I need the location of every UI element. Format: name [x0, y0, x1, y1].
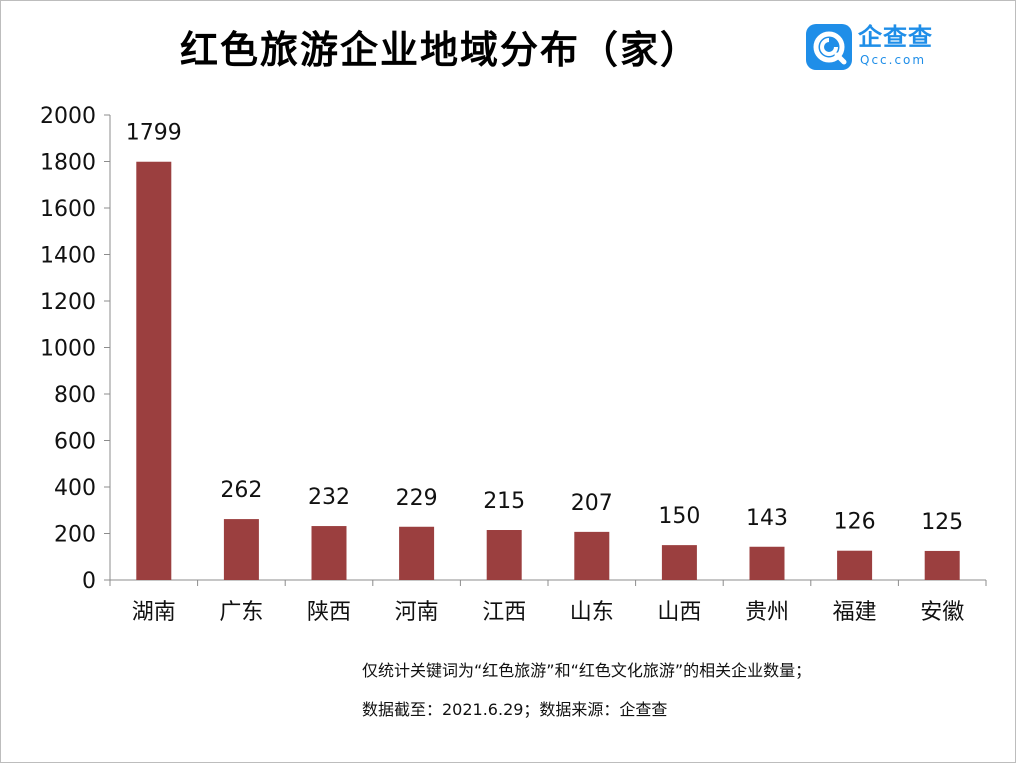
y-tick-label: 400: [54, 476, 96, 501]
y-tick-label: 0: [82, 569, 96, 594]
logo-domain: Qcc.com: [860, 53, 927, 67]
bar-8: [749, 546, 785, 580]
data-label: 207: [571, 491, 613, 516]
y-tick-label: 1000: [40, 337, 96, 362]
bar-3: [311, 526, 347, 580]
qcc-logo-icon: [806, 24, 852, 70]
data-label: 229: [396, 486, 438, 511]
category-label: 山东: [570, 600, 614, 625]
y-tick-label: 600: [54, 430, 96, 455]
data-label: 1799: [126, 121, 182, 146]
logo-text: 企查查: [858, 23, 933, 51]
data-label: 232: [308, 485, 350, 510]
footnote-scope: 仅统计关键词为“红色旅游”和“红色文化旅游”的相关企业数量；: [362, 661, 812, 680]
bar-5: [486, 530, 522, 580]
category-label: 广东: [219, 600, 263, 625]
y-tick-label: 800: [54, 383, 96, 408]
bar-4: [399, 526, 435, 580]
data-label: 125: [921, 510, 963, 535]
bar-2: [223, 519, 259, 580]
bar-1: [136, 161, 172, 581]
bar-7: [661, 545, 697, 580]
bar-9: [837, 550, 873, 580]
category-label: 山西: [657, 600, 701, 625]
qcc-logo: 企查查 Qcc.com: [806, 23, 946, 72]
y-tick-label: 2000: [40, 104, 96, 129]
data-label: 150: [658, 504, 700, 529]
y-tick-label: 1400: [40, 244, 96, 269]
category-label: 江西: [482, 600, 526, 625]
category-label: 贵州: [745, 600, 789, 625]
data-label: 215: [483, 489, 525, 514]
y-tick-label: 200: [54, 523, 96, 548]
data-label: 262: [220, 478, 262, 503]
category-label: 湖南: [132, 600, 176, 625]
category-label: 陕西: [307, 600, 351, 625]
bar-6: [574, 531, 610, 580]
category-label: 安徽: [920, 600, 964, 625]
chart-title: 红色旅游企业地域分布（家）: [179, 28, 700, 72]
category-label: 福建: [833, 600, 877, 625]
y-tick-label: 1800: [40, 151, 96, 176]
data-label: 126: [834, 510, 876, 535]
bar-10: [924, 550, 960, 580]
category-label: 河南: [395, 600, 439, 625]
data-label: 143: [746, 506, 788, 531]
y-tick-label: 1600: [40, 197, 96, 222]
footnote-source: 数据截至：2021.6.29；数据来源：企查查: [362, 700, 668, 719]
y-tick-label: 1200: [40, 290, 96, 315]
